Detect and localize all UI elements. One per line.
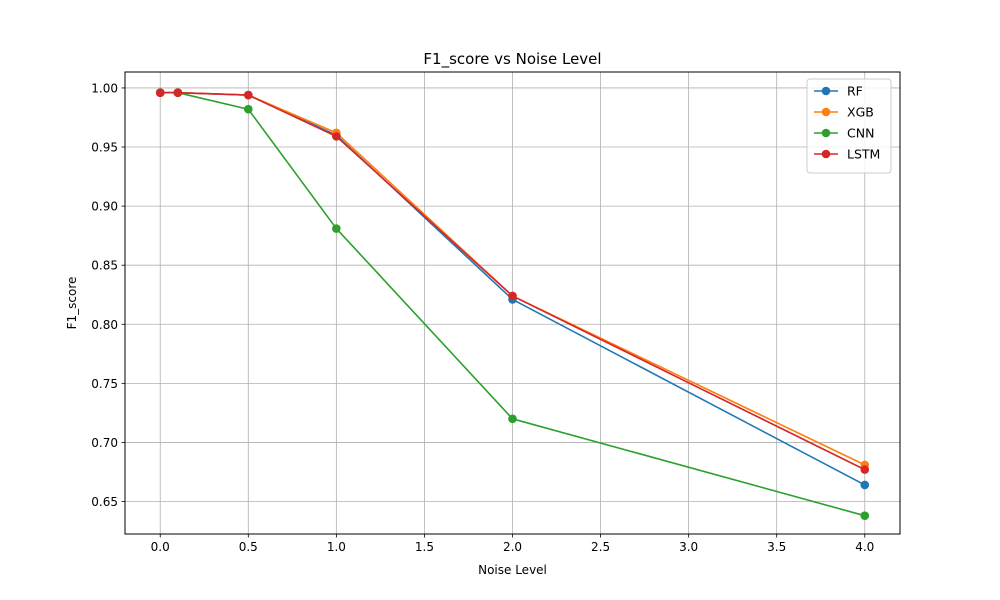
legend-item-rf: RF — [814, 84, 863, 99]
legend-marker-cnn — [821, 128, 831, 138]
chart-title: F1_score vs Noise Level — [423, 50, 601, 69]
data-point-lstm — [332, 132, 341, 141]
data-point-rf — [860, 480, 870, 490]
x-tick-label: 2.5 — [591, 540, 610, 554]
x-tick-label: 0.5 — [239, 540, 258, 554]
legend-marker-xgb — [821, 107, 831, 117]
ticks: 0.0 0.5 1.0 1.5 2.0 2.5 3.0 3.5 4.0 0.65 0.70 0.75 0… — [91, 81, 874, 554]
legend-marker-rf — [821, 86, 831, 96]
legend-label-rf: RF — [847, 84, 863, 99]
series-layer — [155, 88, 870, 520]
x-tick-label: 1.5 — [415, 540, 434, 554]
legend: RF XGB CNN LSTM — [806, 78, 892, 174]
data-point-cnn — [860, 511, 870, 520]
series-lstm — [155, 88, 870, 474]
y-tick-label: 0.80 — [91, 318, 118, 332]
data-point-cnn — [508, 414, 517, 424]
legend-item-cnn: CNN — [814, 126, 874, 141]
data-point-lstm — [508, 291, 517, 301]
x-tick-label: 2.0 — [503, 540, 522, 554]
y-tick-label: 1.00 — [91, 81, 118, 95]
y-tick-label: 0.75 — [91, 377, 118, 391]
y-tick-label: 0.85 — [91, 259, 118, 273]
legend-label-cnn: CNN — [847, 126, 874, 141]
x-tick-label: 4.0 — [855, 540, 874, 554]
y-tick-label: 0.70 — [91, 436, 118, 450]
x-axis-label: Noise Level — [478, 563, 547, 577]
x-tick-label: 0.0 — [151, 540, 170, 554]
x-tick-label: 3.5 — [767, 540, 786, 554]
legend-label-lstm: LSTM — [847, 147, 880, 162]
legend-marker-lstm — [821, 149, 831, 159]
legend-item-lstm: LSTM — [814, 147, 880, 162]
y-axis-label: F1_score — [65, 277, 79, 330]
data-point-lstm — [155, 88, 165, 97]
legend-label-xgb: XGB — [847, 105, 874, 120]
x-tick-label: 3.0 — [679, 540, 698, 554]
legend-box — [806, 78, 892, 174]
data-point-lstm — [860, 465, 870, 474]
x-tick-label: 1.0 — [327, 540, 346, 554]
data-point-lstm — [243, 90, 253, 100]
data-point-lstm — [173, 88, 183, 97]
y-tick-label: 0.90 — [91, 200, 118, 214]
data-point-cnn — [332, 224, 341, 233]
y-tick-label: 0.65 — [91, 495, 118, 509]
y-tick-label: 0.95 — [91, 141, 118, 155]
legend-item-xgb: XGB — [814, 105, 874, 120]
data-point-cnn — [243, 104, 253, 114]
